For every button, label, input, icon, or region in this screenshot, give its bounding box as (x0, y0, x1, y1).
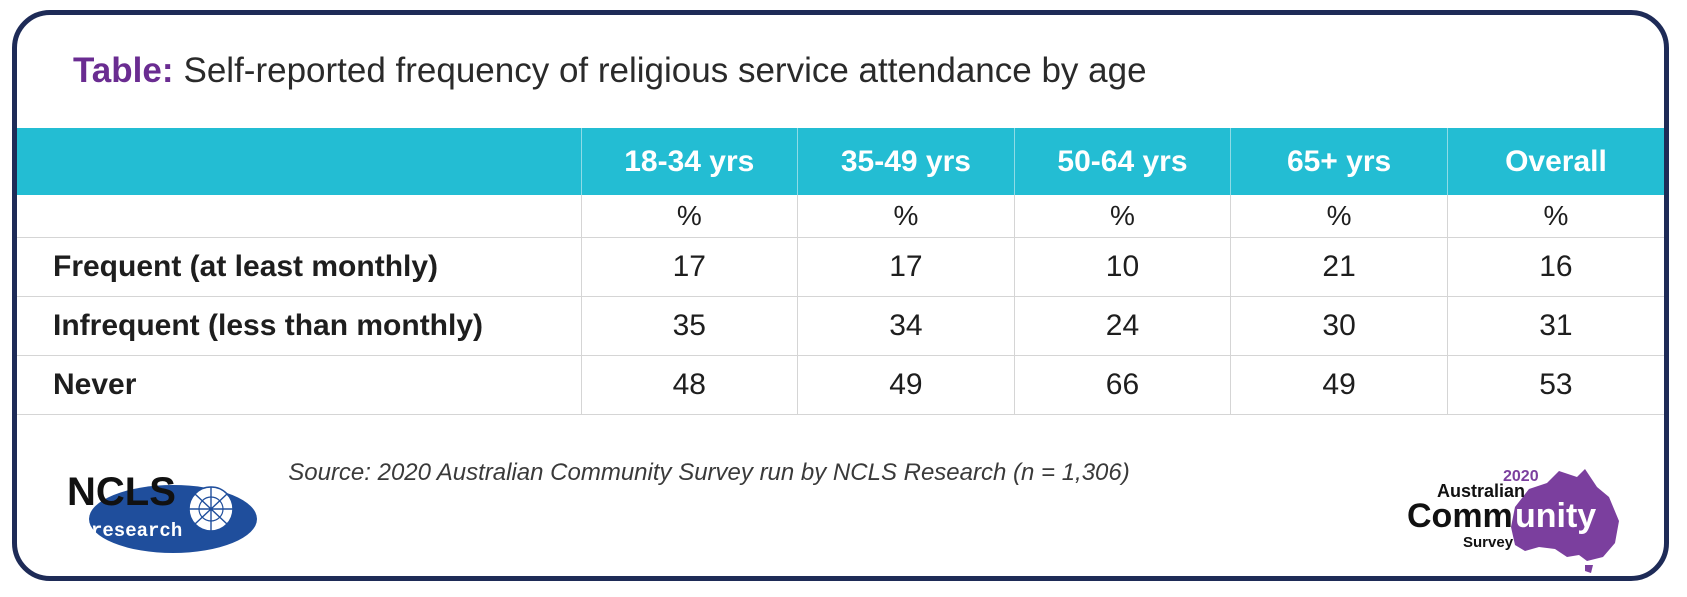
header-50-64: 50-64 yrs (1013, 128, 1231, 195)
header-row: 18-34 yrs 35-49 yrs 50-64 yrs 65+ yrs Ov… (17, 128, 1664, 195)
acs-line2-comm: Comm (1407, 497, 1513, 535)
table-cell: 49 (797, 355, 1015, 415)
acs-line1: Australian (1437, 481, 1525, 501)
row-label: Frequent (at least monthly) (17, 237, 581, 297)
unit-cell: % (580, 195, 798, 238)
card-frame: Table: Self-reported frequency of religio… (12, 10, 1669, 581)
table-cell: 10 (1013, 237, 1231, 297)
table-cell: 17 (580, 237, 798, 297)
table-title: Table: Self-reported frequency of religio… (73, 51, 1147, 91)
unit-row-label (17, 195, 581, 238)
table-row: Frequent (at least monthly) 17 17 10 21 … (17, 237, 1664, 297)
table-cell: 16 (1446, 237, 1664, 297)
row-label: Infrequent (less than monthly) (17, 296, 581, 356)
title-label: Table: (73, 51, 174, 90)
unit-cell: % (1013, 195, 1231, 238)
ncls-research-logo: NCLS research (67, 470, 257, 553)
table-cell: 30 (1230, 296, 1448, 356)
table-cell: 53 (1446, 355, 1664, 415)
acs-line2-unity: unity (1515, 497, 1596, 535)
table-cell: 21 (1230, 237, 1448, 297)
globe-icon (188, 486, 234, 532)
ncls-research-text: research (91, 520, 182, 542)
table-cell: 34 (797, 296, 1015, 356)
source-note: Source: 2020 Australian Community Survey… (288, 459, 1130, 486)
table-cell: 31 (1446, 296, 1664, 356)
table-cell: 48 (580, 355, 798, 415)
unit-cell: % (797, 195, 1015, 238)
unit-cell: % (1230, 195, 1448, 238)
australian-community-survey-logo: 2020 Australian Comm unity Survey (1407, 468, 1619, 573)
unit-row: % % % % % (17, 195, 1664, 238)
header-65-plus: 65+ yrs (1230, 128, 1448, 195)
attendance-table: 18-34 yrs 35-49 yrs 50-64 yrs 65+ yrs Ov… (17, 128, 1664, 415)
header-35-49: 35-49 yrs (797, 128, 1015, 195)
table-cell: 49 (1230, 355, 1448, 415)
australia-map-icon (1511, 469, 1619, 573)
row-label: Never (17, 355, 581, 415)
ncls-wordmark: NCLS (67, 470, 176, 514)
header-overall: Overall (1446, 128, 1664, 195)
header-18-34: 18-34 yrs (580, 128, 798, 195)
table-cell: 24 (1013, 296, 1231, 356)
acs-year: 2020 (1503, 468, 1539, 485)
table-row: Never 48 49 66 49 53 (17, 355, 1664, 415)
unit-cell: % (1446, 195, 1664, 238)
header-empty (17, 128, 581, 195)
table-row: Infrequent (less than monthly) 35 34 24 … (17, 296, 1664, 356)
table-cell: 17 (797, 237, 1015, 297)
table-cell: 66 (1013, 355, 1231, 415)
title-text: Self-reported frequency of religious ser… (183, 51, 1147, 90)
acs-line3: Survey (1463, 534, 1514, 551)
table-cell: 35 (580, 296, 798, 356)
